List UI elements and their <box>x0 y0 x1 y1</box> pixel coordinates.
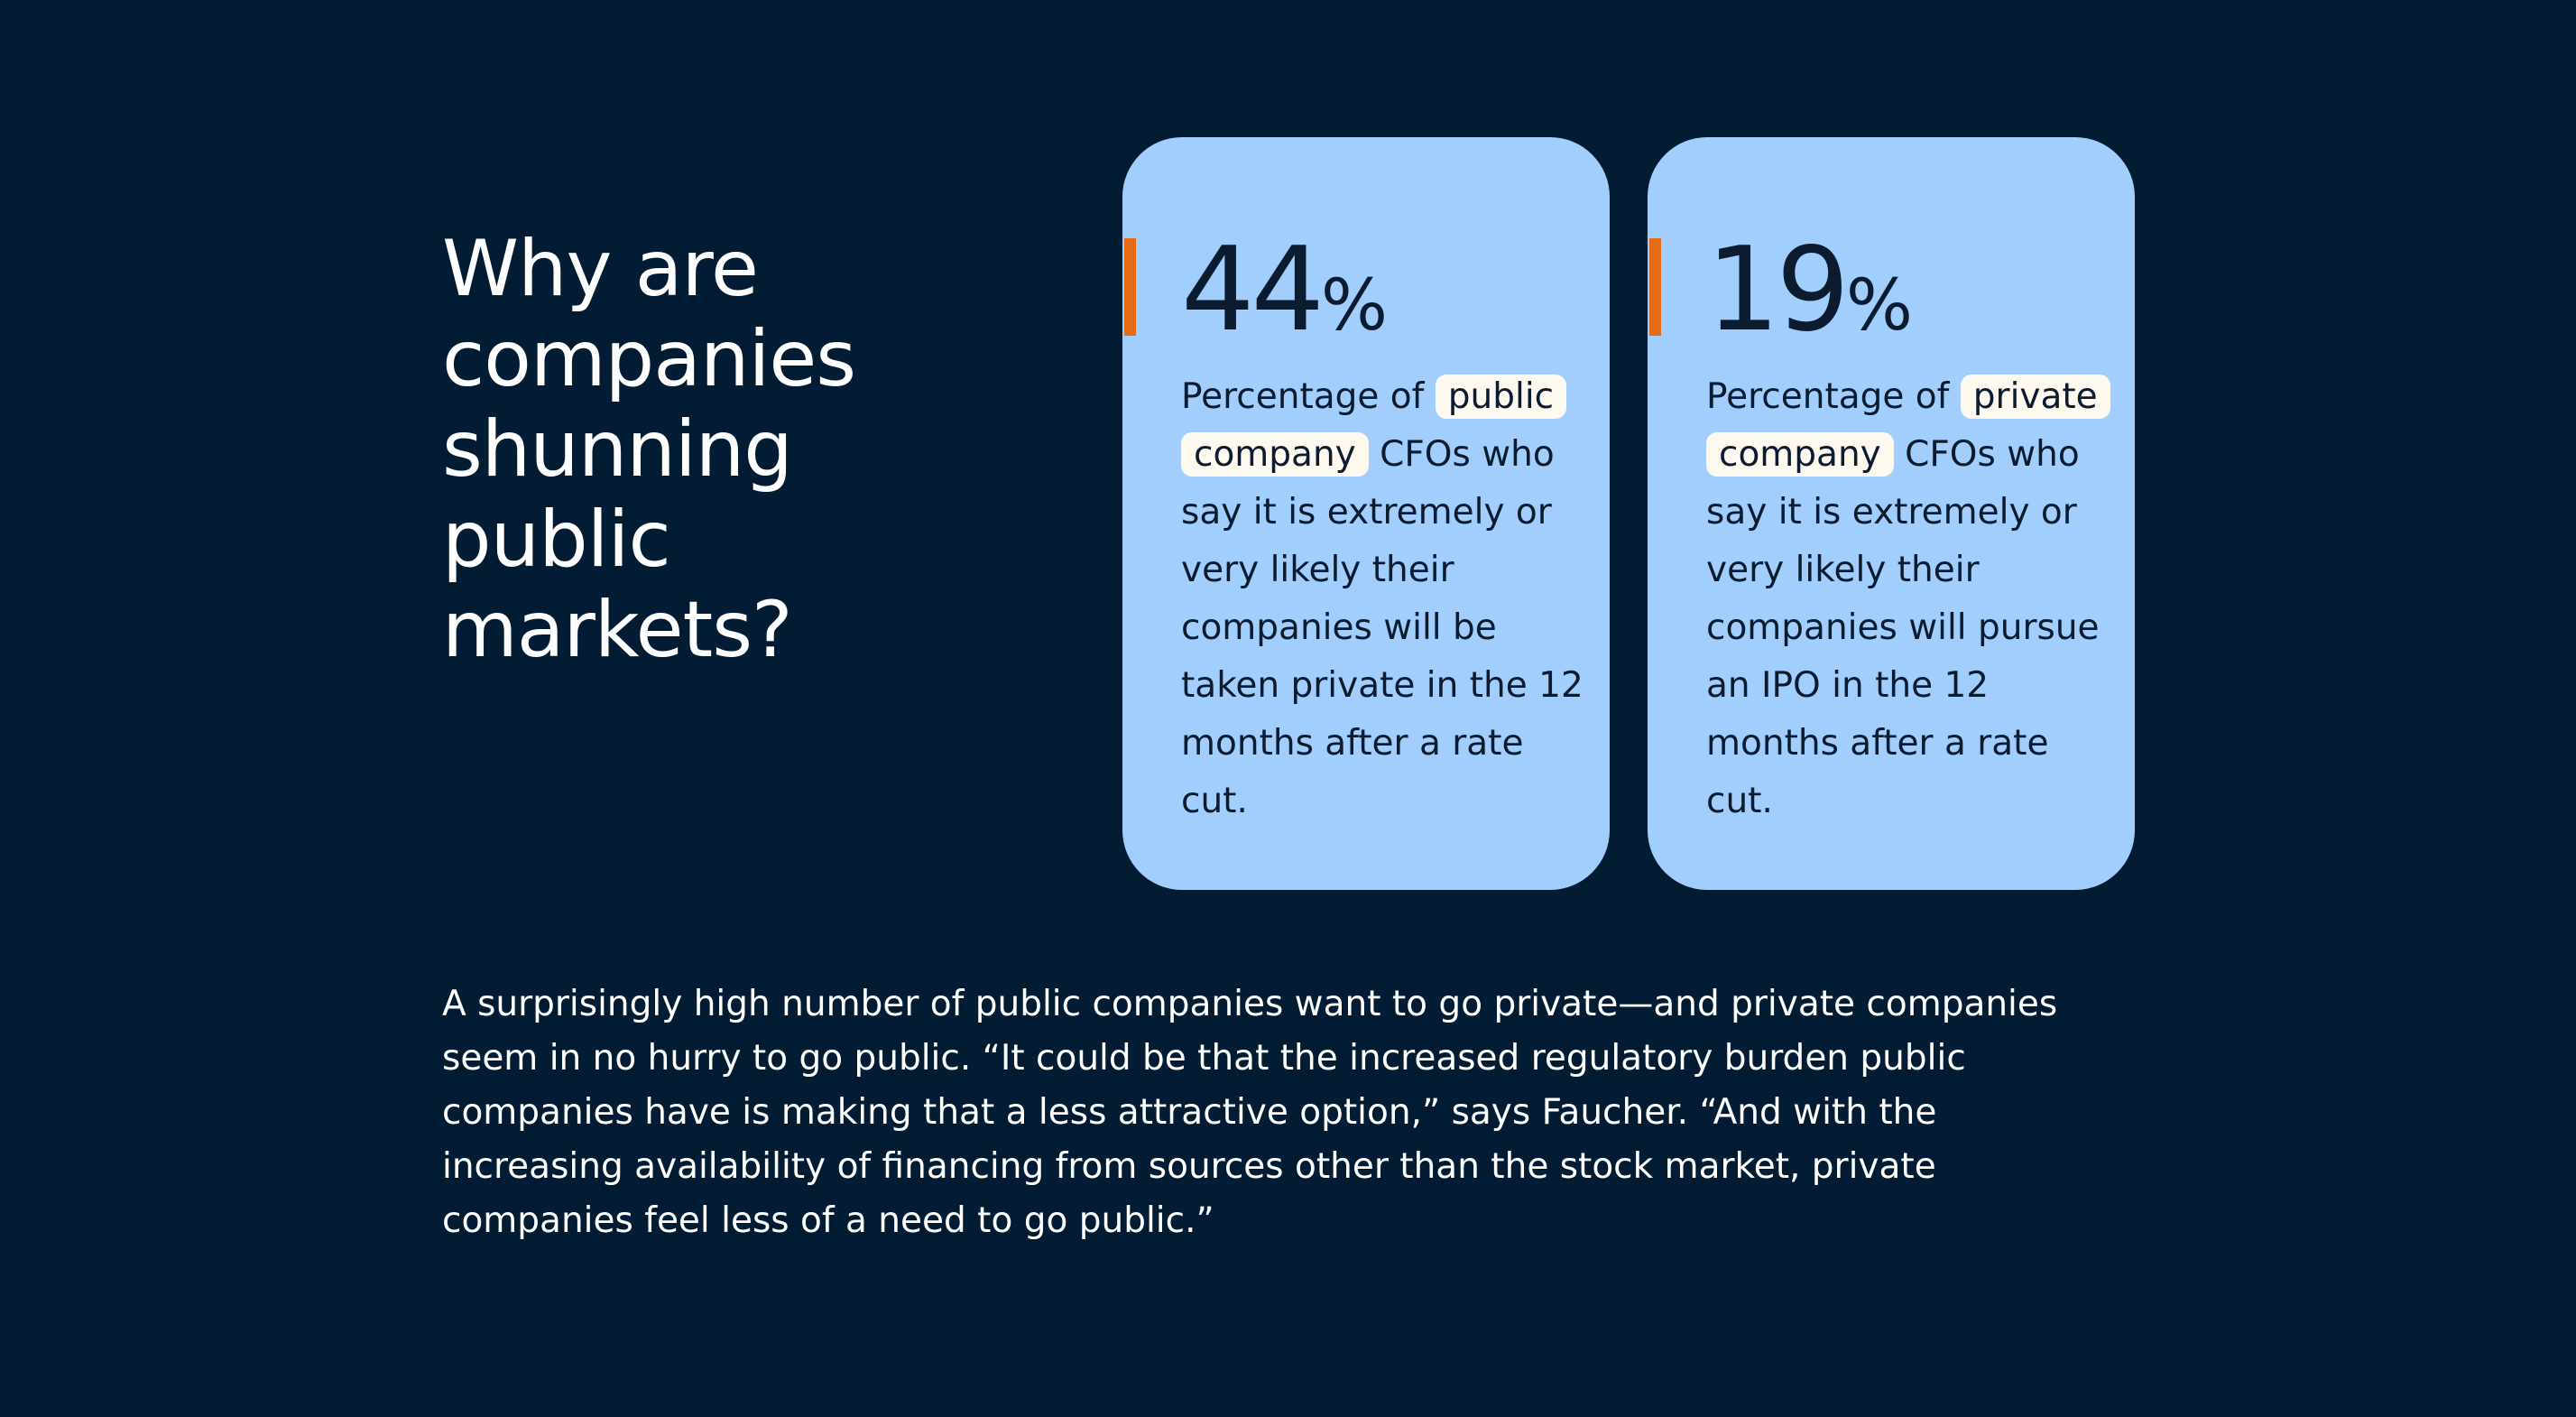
stat-number: 19 <box>1706 223 1850 357</box>
stat-value: 44% <box>1181 223 1388 358</box>
stat-card-public-company: 44% Percentage of public company CFOs wh… <box>1122 137 1610 890</box>
desc-text: Percentage of <box>1706 376 1961 417</box>
body-paragraph: A surprisingly high number of public com… <box>442 984 2058 1241</box>
stat-number: 44 <box>1181 223 1325 357</box>
headline: Why are companies shunning public market… <box>442 224 856 675</box>
stat-description: Percentage of private company CFOs who s… <box>1706 368 2121 830</box>
desc-text: Percentage of <box>1181 376 1436 417</box>
stat-unit: % <box>1845 265 1913 347</box>
stat-unit: % <box>1320 265 1388 347</box>
stat-value: 19% <box>1706 223 1913 358</box>
desc-text: CFOs who say it is extremely or very lik… <box>1181 434 1583 821</box>
accent-bar <box>1649 238 1661 336</box>
stat-card-private-company: 19% Percentage of private company CFOs w… <box>1648 137 2135 890</box>
desc-text: CFOs who say it is extremely or very lik… <box>1706 434 2100 821</box>
accent-bar <box>1124 238 1136 336</box>
stat-description: Percentage of public company CFOs who sa… <box>1181 368 1596 830</box>
